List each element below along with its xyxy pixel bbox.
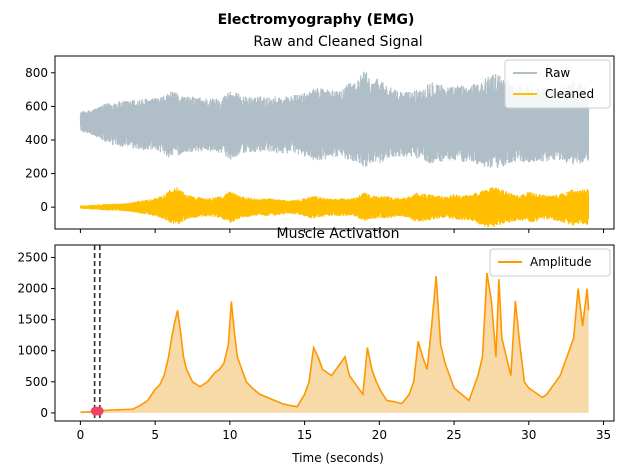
series-area-amplitude [80,272,589,413]
legend-label-amplitude: Amplitude [530,255,592,269]
onset-point-3 [94,406,104,416]
series-line-cleaned [79,187,590,228]
x-tick-label: 20 [372,428,387,442]
series-line-amplitude [80,272,590,414]
figure-suptitle: Electromyography (EMG) [218,12,415,28]
y-tick-label: 1500 [17,313,48,327]
legend-muscle-activation: Amplitude [489,248,611,277]
x-axis-label: Time (seconds) [291,451,384,465]
y-tick-label: 2000 [17,282,48,296]
axes-frame-muscle-activation [54,244,615,422]
axes-frame-raw-cleaned [54,55,615,230]
x-tick-label: 30 [521,428,536,442]
y-tick-label: 0 [40,406,48,420]
subplot-title-raw-cleaned: Raw and Cleaned Signal [253,34,422,50]
x-tick-label: 0 [77,428,85,442]
y-tick-label: 600 [25,99,48,113]
x-tick-label: 5 [151,428,159,442]
y-tick-label: 200 [25,167,48,181]
ticks-raw-cleaned: 0 200 400 600 800 [25,66,605,233]
subplot-title-muscle-activation: Muscle Activation [277,226,400,242]
series-line-raw [79,71,590,168]
legend-raw-cleaned: Raw Cleaned [504,59,611,109]
plot-area-raw-cleaned [79,71,590,228]
y-tick-label: 2500 [17,250,48,264]
x-tick-label: 10 [222,428,237,442]
ticks-muscle-activation: 0 5 10 15 20 25 30 35 0 500 1000 1500 2000 2500 [17,250,611,442]
y-tick-label: 0 [40,200,48,214]
legend-label-raw: Raw [545,66,570,80]
y-tick-label: 400 [25,133,48,147]
y-tick-label: 800 [25,66,48,80]
x-tick-label: 25 [446,428,461,442]
subplot-raw-cleaned: Raw and Cleaned Signal 0 200 400 600 800 Raw… [25,34,615,233]
plot-area-muscle-activation [80,245,590,421]
x-tick-label: 15 [297,428,312,442]
y-tick-label: 1000 [17,344,48,358]
legend-label-cleaned: Cleaned [545,87,594,101]
y-tick-label: 500 [25,375,48,389]
subplot-muscle-activation: Muscle Activation 0 5 10 15 20 25 30 35 0 500 1000… [17,226,615,465]
legend-box [489,248,611,277]
x-tick-label: 35 [596,428,611,442]
